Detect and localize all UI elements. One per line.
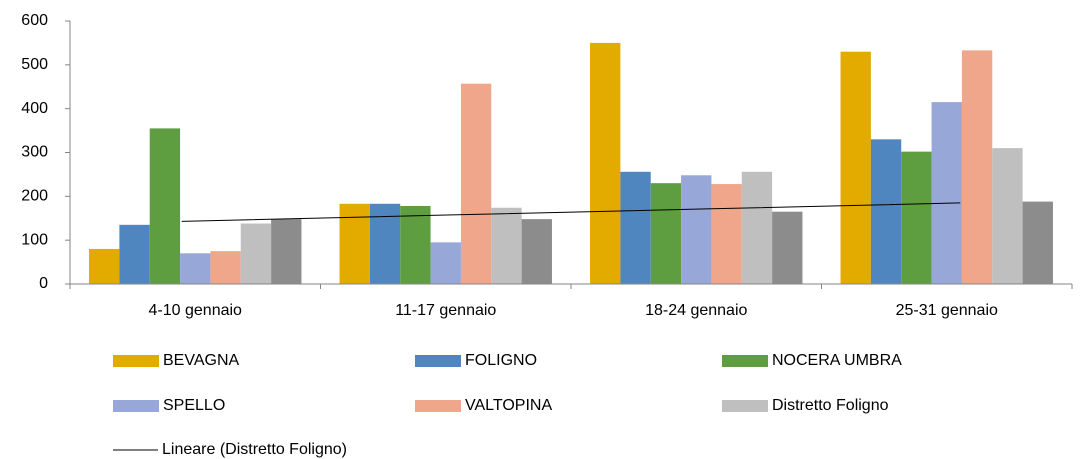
bar xyxy=(460,83,492,284)
y-tick-label: 100 xyxy=(21,231,48,248)
bar xyxy=(339,203,370,284)
y-tick-label: 500 xyxy=(21,56,48,73)
bar xyxy=(681,175,712,284)
bar xyxy=(180,253,211,284)
legend-label: NOCERA UMBRA xyxy=(772,352,902,369)
bar xyxy=(400,205,431,284)
bar xyxy=(1022,201,1053,284)
legend-swatch xyxy=(722,355,768,367)
legend-label: BEVAGNA xyxy=(163,352,240,369)
legend-swatch xyxy=(415,355,461,367)
legend-label: Distretto Foligno xyxy=(772,397,889,414)
legend-swatch xyxy=(415,400,461,412)
bar xyxy=(961,50,993,284)
bar xyxy=(149,128,181,284)
bar xyxy=(870,139,902,284)
y-tick-label: 600 xyxy=(21,12,48,29)
bar xyxy=(491,207,522,284)
y-tick-label: 400 xyxy=(21,100,48,117)
legend-swatch xyxy=(113,400,159,412)
legend-label: VALTOPINA xyxy=(465,397,552,414)
bar xyxy=(741,171,773,284)
bar xyxy=(992,148,1023,284)
bar xyxy=(620,171,651,284)
bar xyxy=(521,219,552,284)
x-tick-label: 4-10 gennaio xyxy=(149,302,243,319)
bar xyxy=(840,51,871,284)
legend-label: SPELLO xyxy=(163,397,225,414)
bar xyxy=(430,242,461,284)
bar xyxy=(271,219,302,284)
legend-swatch xyxy=(113,355,159,367)
y-tick-label: 300 xyxy=(21,144,48,161)
bar xyxy=(901,151,932,284)
legend-label: Lineare (Distretto Foligno) xyxy=(162,441,347,458)
bar xyxy=(119,224,150,284)
bar xyxy=(711,184,742,284)
bar xyxy=(89,248,120,284)
bar xyxy=(931,102,962,284)
bar xyxy=(210,251,241,284)
y-tick-label: 200 xyxy=(21,188,48,205)
x-tick-label: 18-24 gennaio xyxy=(645,302,747,319)
bar xyxy=(240,223,272,284)
legend-swatch xyxy=(722,400,768,412)
bar xyxy=(650,183,682,284)
trendline xyxy=(181,202,961,222)
bar xyxy=(590,42,621,284)
y-tick-label: 0 xyxy=(39,275,48,292)
legend-label: FOLIGNO xyxy=(465,352,537,369)
bar xyxy=(772,211,803,284)
x-tick-label: 11-17 gennaio xyxy=(395,302,496,319)
x-tick-label: 25-31 gennaio xyxy=(896,302,998,319)
